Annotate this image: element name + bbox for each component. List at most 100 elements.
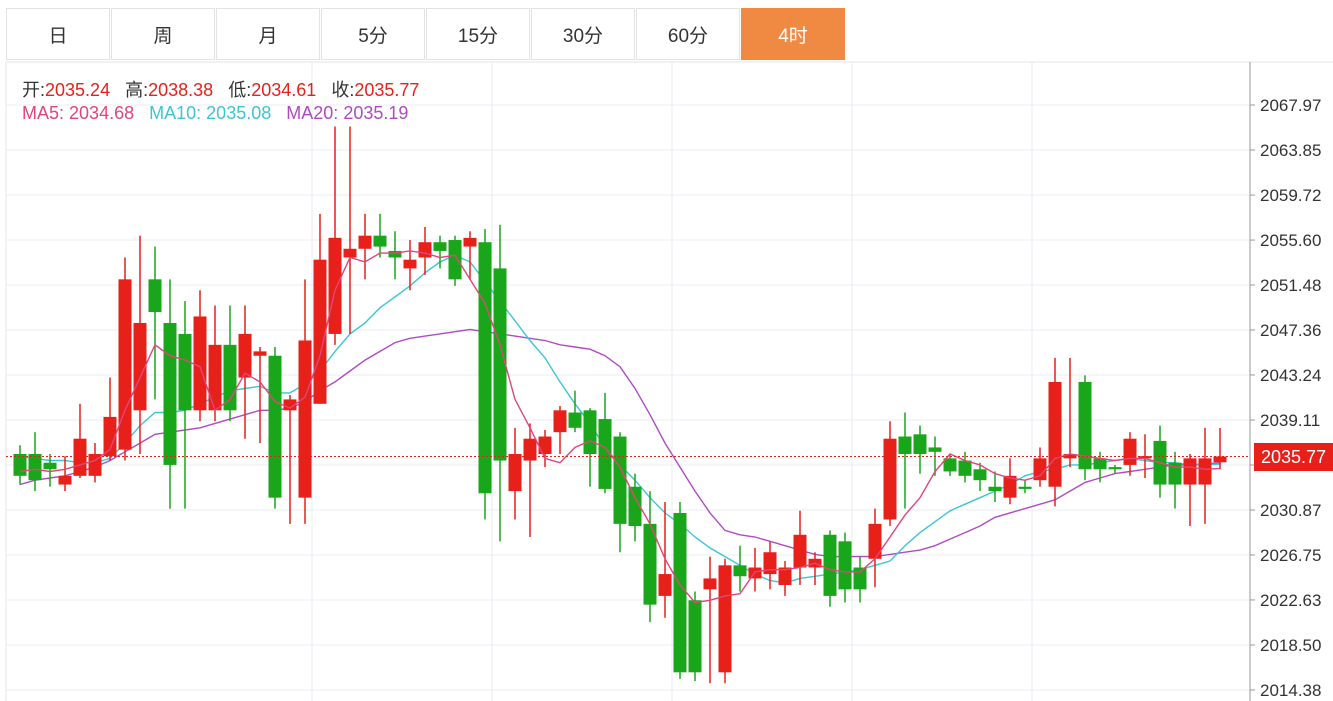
candle-body	[688, 600, 702, 673]
tab-week[interactable]: 周	[111, 8, 215, 60]
candle-body	[568, 412, 582, 428]
candle-body	[493, 268, 507, 461]
candle-body	[733, 565, 747, 577]
price-tick-label: 2059.72	[1260, 186, 1321, 205]
ma5-line	[19, 250, 1221, 604]
candle-body	[883, 438, 897, 520]
candle-body	[13, 453, 27, 476]
tab-day[interactable]: 日	[6, 8, 110, 60]
candle-body	[1003, 475, 1017, 498]
candle-body	[448, 240, 462, 280]
candle-body	[613, 436, 627, 524]
candle-body	[283, 399, 297, 411]
candle-body	[553, 410, 567, 433]
candle-body	[778, 567, 792, 585]
ma5-value: 2034.68	[69, 103, 135, 123]
price-tick-label: 2030.87	[1260, 501, 1321, 520]
ma5-label: MA5:	[22, 103, 65, 123]
low-value: 2034.61	[251, 80, 317, 100]
candle-body	[328, 237, 342, 334]
candle-body	[433, 242, 447, 251]
price-axis: 2067.97 2063.85 2059.72 2055.60 2051.48 2047.…	[1250, 96, 1321, 700]
candle-body	[1138, 456, 1152, 459]
price-tick-label: 2014.38	[1260, 681, 1321, 700]
ma20-label: MA20:	[286, 103, 339, 123]
candle-body	[913, 434, 927, 454]
candle-body	[508, 453, 522, 492]
candle-body	[1078, 381, 1092, 470]
candle-body	[973, 469, 987, 481]
candle-body	[358, 235, 372, 249]
candle-body	[988, 486, 1002, 492]
candle-body	[1123, 438, 1137, 465]
candle-body	[583, 410, 597, 454]
tab-15min[interactable]: 15分	[426, 8, 530, 60]
candle-body	[793, 534, 807, 568]
candle-body	[523, 438, 537, 461]
candle-body	[853, 567, 867, 590]
price-tick-label: 2051.48	[1260, 276, 1321, 295]
candle-body	[1093, 458, 1107, 470]
candle-body	[43, 462, 57, 470]
open-label: 开:	[22, 80, 46, 100]
high-value: 2038.38	[148, 80, 214, 100]
close-label: 收:	[331, 80, 355, 100]
candle-body	[928, 447, 942, 452]
candle-body	[178, 333, 192, 411]
candle-body	[58, 475, 72, 485]
ma5-path	[19, 250, 1221, 604]
candle-body	[343, 248, 357, 258]
candle-body	[1048, 381, 1062, 487]
candle-body	[1018, 486, 1032, 489]
candle-body	[28, 453, 42, 481]
ma10-label: MA10:	[149, 103, 202, 123]
candle-body	[403, 259, 417, 269]
candle-body	[223, 344, 237, 411]
price-tick-label: 2047.36	[1260, 321, 1321, 340]
candle-body	[538, 436, 552, 454]
low-label: 低:	[228, 80, 252, 100]
candle-body	[898, 436, 912, 454]
tab-60min[interactable]: 60分	[636, 8, 740, 60]
candle-body	[1213, 456, 1227, 463]
ma-legend: MA5: 2034.68 MA10: 2035.08 MA20: 2035.19	[22, 103, 408, 124]
candle-body	[268, 355, 282, 498]
open-value: 2035.24	[45, 80, 111, 100]
ohlc-legend: 开:2035.24 高:2038.38 低:2034.61 收:2035.77	[22, 76, 419, 102]
candle-body	[133, 322, 147, 411]
ma10-value: 2035.08	[206, 103, 272, 123]
close-value: 2035.77	[354, 80, 420, 100]
candle-body	[1198, 458, 1212, 485]
candle-body	[298, 340, 312, 498]
candle-body	[643, 523, 657, 605]
candles[interactable]	[13, 126, 1227, 684]
tab-month[interactable]: 月	[216, 8, 320, 60]
candle-body	[388, 250, 402, 258]
tab-4hour[interactable]: 4时	[741, 8, 845, 60]
candle-body	[238, 333, 252, 378]
candle-body	[1168, 462, 1182, 485]
candle-body	[103, 416, 117, 457]
candle-body	[598, 419, 612, 489]
candle-body	[1183, 458, 1197, 485]
candle-body	[253, 351, 267, 356]
price-tick-label: 2039.11	[1260, 411, 1320, 430]
candle-body	[148, 279, 162, 313]
price-tick-label: 2043.24	[1260, 366, 1321, 385]
candle-body	[88, 453, 102, 476]
tab-5min[interactable]: 5分	[321, 8, 425, 60]
candle-body	[703, 578, 717, 590]
period-tabs: 日 周 月 5分 15分 30分 60分 4时	[6, 8, 846, 62]
candle-body	[418, 242, 432, 258]
candle-body	[943, 458, 957, 472]
candle-body	[958, 460, 972, 476]
tab-30min[interactable]: 30分	[531, 8, 635, 60]
candle-body	[313, 259, 327, 404]
candle-body	[658, 574, 672, 596]
price-tick-label: 2067.97	[1260, 96, 1321, 115]
current-price-tag: 2035.77	[1254, 443, 1333, 471]
candle-body	[868, 523, 882, 559]
candle-body	[163, 322, 177, 465]
candle-body	[73, 438, 87, 476]
